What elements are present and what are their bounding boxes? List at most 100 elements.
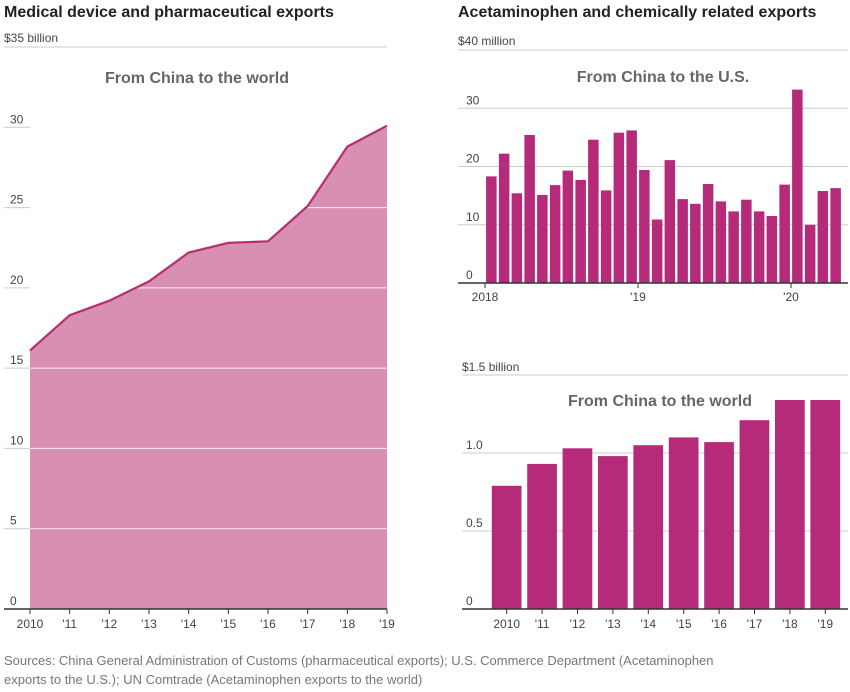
medical-exports-panel: Medical device and pharmaceutical export… xyxy=(4,4,395,631)
y-tick-label-2: 1.0 xyxy=(466,438,483,452)
x-tick-label: '15 xyxy=(676,617,692,631)
bar-year-2010 xyxy=(491,485,522,609)
medical-area-fill xyxy=(30,125,387,609)
acetaminophen-chart-title: Acetaminophen and chemically related exp… xyxy=(458,4,816,21)
y-tick-label-5: 5 xyxy=(10,514,17,528)
y-tick-label-0: 0 xyxy=(466,268,473,282)
bar-month-15 xyxy=(677,199,688,283)
world-bars xyxy=(491,400,841,609)
bar-month-1 xyxy=(498,153,510,283)
x-tick-label: '17 xyxy=(300,617,316,631)
y-tick-label-30: 30 xyxy=(466,93,480,107)
x-tick-label: '19 xyxy=(817,617,833,631)
bar-year-'17 xyxy=(739,420,770,609)
medical-y-ticks: 0 5 10 15 20 25 30 xyxy=(10,112,387,608)
y-tick-label-10: 10 xyxy=(466,210,480,224)
medical-x-axis: 2010 '11 '12 '13 '14 '15 '16 '17 '18 '19 xyxy=(4,608,395,631)
bar-month-16 xyxy=(690,203,701,283)
acetaminophen-us-panel: Acetaminophen and chemically related exp… xyxy=(458,4,848,304)
us-y-ticks: 0 10 20 30 xyxy=(466,93,480,282)
world-chart-subtitle: From China to the world xyxy=(568,393,752,410)
bar-month-14 xyxy=(664,160,676,283)
x-tick-label: '13 xyxy=(605,617,621,631)
bar-year-'16 xyxy=(704,442,734,609)
y-tick-label-25: 25 xyxy=(10,193,24,207)
bar-month-20 xyxy=(741,199,752,283)
source-note-line-1: Sources: China General Administration of… xyxy=(4,653,714,668)
x-tick-label: '20 xyxy=(783,290,799,304)
x-tick-label: '15 xyxy=(221,617,237,631)
bar-month-4 xyxy=(537,195,548,283)
bar-month-21 xyxy=(753,211,765,283)
medical-chart-subtitle: From China to the world xyxy=(105,70,289,87)
x-tick-label: '19 xyxy=(379,617,395,631)
world-x-axis: 2010 '11 '12 '13 '14 '15 '16 '17 '18 '19 xyxy=(462,608,848,631)
bar-month-6 xyxy=(562,170,574,283)
bar-month-19 xyxy=(728,211,739,283)
bar-year-'19 xyxy=(810,400,841,609)
bar-month-22 xyxy=(766,216,778,283)
bar-month-23 xyxy=(779,184,790,283)
medical-chart-title: Medical device and pharmaceutical export… xyxy=(4,4,334,21)
medical-line xyxy=(29,124,388,352)
y-tick-label-20: 20 xyxy=(10,273,24,287)
x-tick-label: 2010 xyxy=(493,617,520,631)
y-tick-label-15: 15 xyxy=(10,353,24,367)
x-tick-label: 2018 xyxy=(472,290,499,304)
bar-month-9 xyxy=(600,190,612,283)
bar-month-8 xyxy=(588,139,599,283)
x-tick-label: '11 xyxy=(535,617,550,631)
bar-year-'11 xyxy=(527,463,557,609)
x-tick-label: '12 xyxy=(570,617,586,631)
y-tick-label-1: 0.5 xyxy=(466,516,483,530)
bar-month-27 xyxy=(830,188,841,283)
y-tick-label-10: 10 xyxy=(10,433,24,447)
x-tick-label: '12 xyxy=(102,617,118,631)
y-tick-label-0: 0 xyxy=(466,594,473,608)
us-chart-subtitle: From China to the U.S. xyxy=(577,69,749,86)
bar-month-5 xyxy=(549,185,561,283)
bar-month-10 xyxy=(613,132,625,283)
medical-gridlines xyxy=(4,46,387,530)
bar-year-'15 xyxy=(668,437,699,609)
x-tick-label: '19 xyxy=(630,290,646,304)
world-y-ticks: 0 0.5 1.0 xyxy=(466,438,483,608)
x-tick-label: '14 xyxy=(640,617,656,631)
acetaminophen-world-panel: $1.5 billion 0 0.5 1.0 From China to the w… xyxy=(462,360,848,631)
y-tick-label-20: 20 xyxy=(466,152,480,166)
bar-month-12 xyxy=(639,170,650,283)
bar-month-11 xyxy=(626,130,637,283)
x-tick-label: '11 xyxy=(62,617,77,631)
bar-month-24 xyxy=(792,89,803,283)
bar-year-'14 xyxy=(633,445,664,609)
x-tick-label: '16 xyxy=(260,617,276,631)
x-tick-label: '13 xyxy=(141,617,157,631)
bar-month-7 xyxy=(575,179,586,283)
source-note-line-2: exports to the U.S.); UN Comtrade (Aceta… xyxy=(4,672,422,687)
world-y-unit-label: $1.5 billion xyxy=(462,360,519,374)
bar-month-3 xyxy=(524,135,535,283)
x-tick-label: '16 xyxy=(711,617,727,631)
x-tick-label: '18 xyxy=(340,617,356,631)
us-bars xyxy=(486,89,841,284)
bar-month-17 xyxy=(702,184,714,283)
bar-month-26 xyxy=(817,191,829,283)
y-tick-label-30: 30 xyxy=(10,112,24,126)
x-tick-label: 2010 xyxy=(17,617,44,631)
x-tick-label: '18 xyxy=(782,617,798,631)
x-tick-label: '14 xyxy=(181,617,197,631)
bar-year-'12 xyxy=(562,448,593,609)
y-tick-label-0: 0 xyxy=(10,594,17,608)
medical-y-unit-label: $35 billion xyxy=(4,31,58,45)
us-y-unit-label: $40 million xyxy=(458,34,515,48)
bar-month-13 xyxy=(651,219,663,283)
bar-year-'13 xyxy=(598,456,628,609)
us-x-axis: 2018 '19 '20 xyxy=(458,282,848,304)
bar-month-0 xyxy=(486,176,497,283)
bar-month-25 xyxy=(804,224,816,284)
bar-year-'18 xyxy=(775,400,805,609)
bar-month-18 xyxy=(715,201,727,283)
x-tick-label: '17 xyxy=(747,617,763,631)
bar-month-2 xyxy=(511,193,523,283)
